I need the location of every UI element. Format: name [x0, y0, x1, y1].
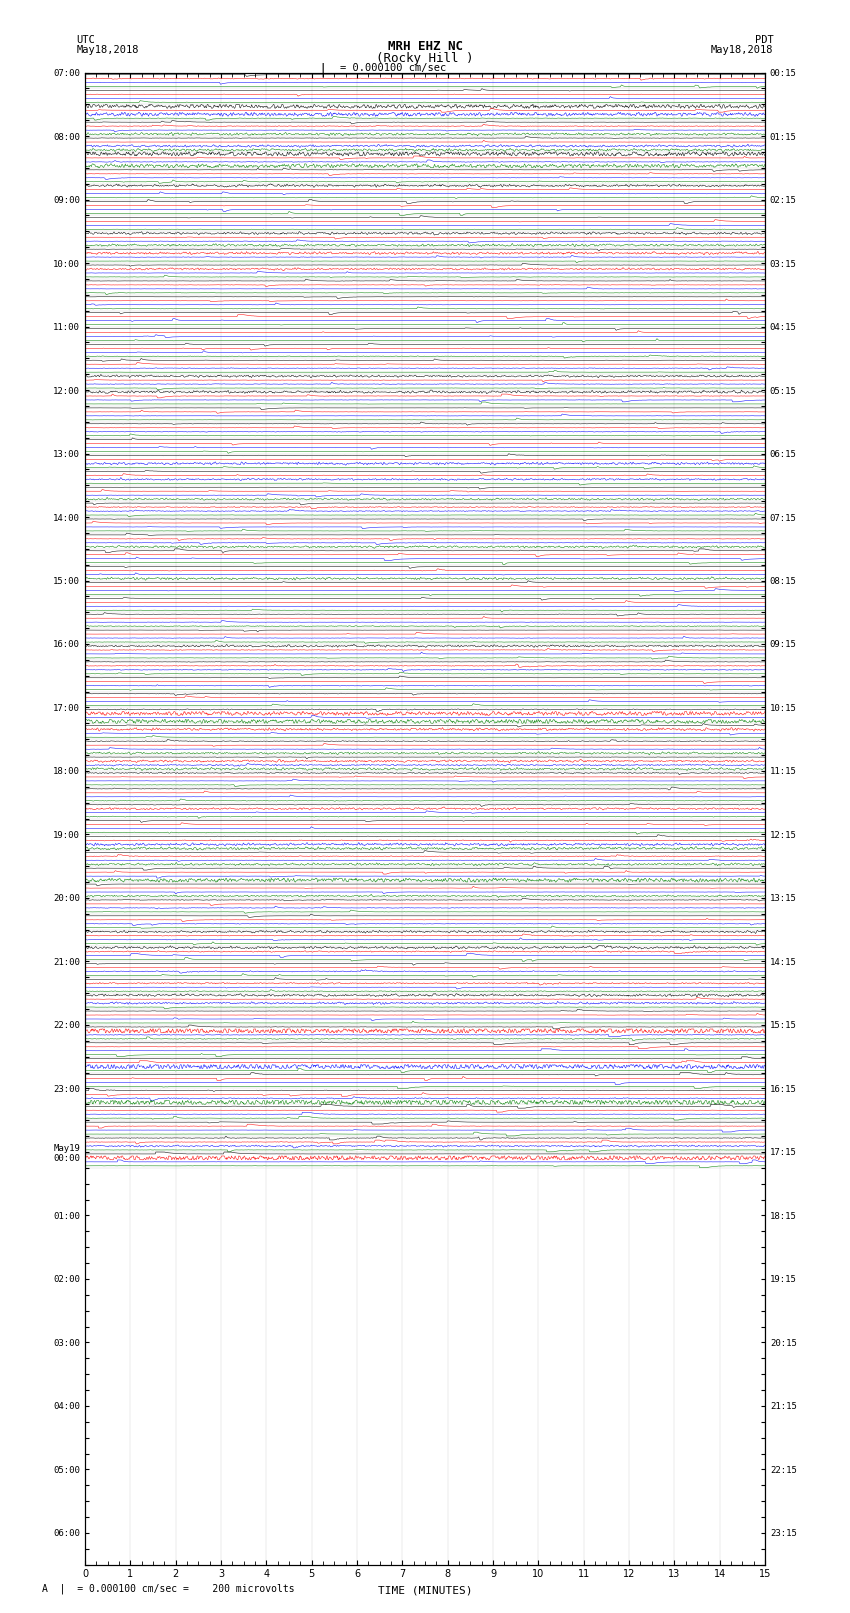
Text: = 0.000100 cm/sec: = 0.000100 cm/sec — [340, 63, 446, 73]
Text: (Rocky Hill ): (Rocky Hill ) — [377, 52, 473, 65]
Text: MRH EHZ NC: MRH EHZ NC — [388, 40, 462, 53]
X-axis label: TIME (MINUTES): TIME (MINUTES) — [377, 1586, 473, 1595]
Text: A  |  = 0.000100 cm/sec =    200 microvolts: A | = 0.000100 cm/sec = 200 microvolts — [42, 1582, 295, 1594]
Text: May18,2018: May18,2018 — [76, 45, 139, 55]
Text: |: | — [319, 63, 327, 77]
Text: UTC: UTC — [76, 35, 95, 45]
Text: May18,2018: May18,2018 — [711, 45, 774, 55]
Text: PDT: PDT — [755, 35, 774, 45]
